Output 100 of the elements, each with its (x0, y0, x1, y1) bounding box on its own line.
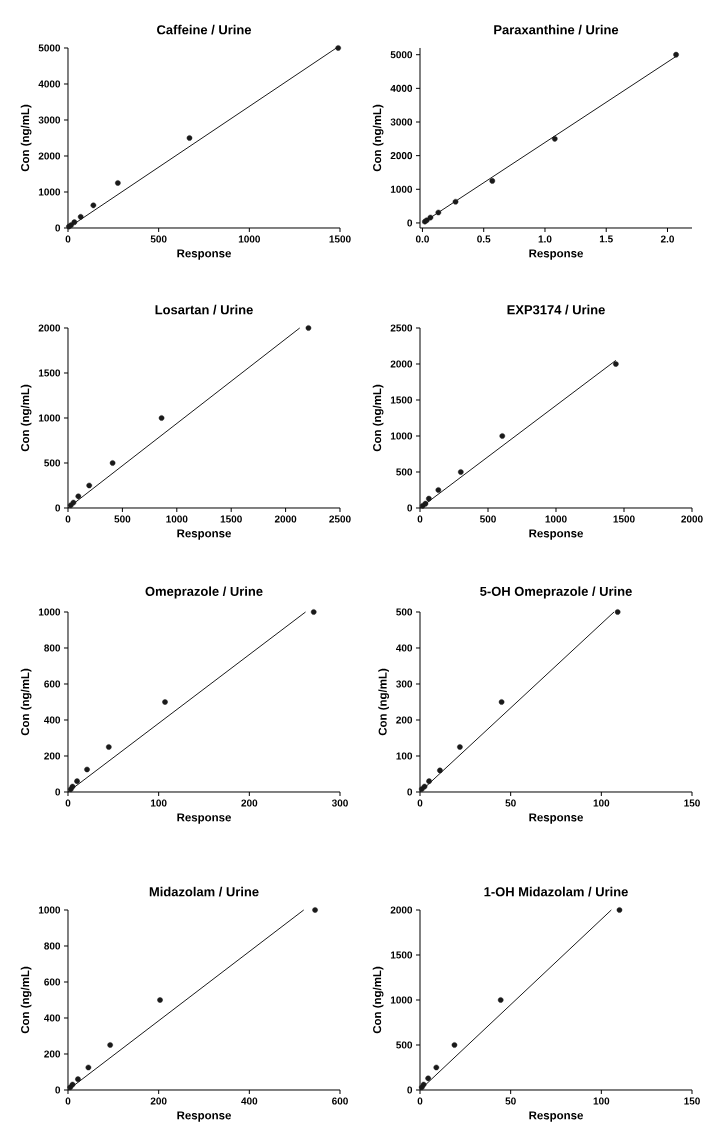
x-tick-label: 300 (331, 799, 348, 807)
y-axis-title: Con (ng/mL) (372, 384, 384, 452)
x-tick-label: 500 (114, 515, 131, 523)
x-axis-title: Response (529, 249, 583, 260)
x-tick-label: 0 (65, 1097, 71, 1105)
y-tick-label: 3000 (390, 118, 413, 126)
y-tick-label: 800 (44, 942, 61, 950)
chart-title: EXP3174 / Urine (507, 304, 605, 315)
x-tick-label: 200 (150, 1097, 167, 1105)
y-tick-label: 2000 (390, 906, 413, 914)
x-tick-label: 0.5 (477, 235, 491, 243)
x-tick-label: 0 (65, 235, 71, 243)
y-tick-label: 500 (396, 1041, 413, 1049)
y-tick-label: 0 (55, 224, 61, 232)
y-tick-label: 400 (396, 644, 413, 652)
y-tick-label: 2000 (38, 152, 61, 160)
x-tick-label: 100 (593, 799, 610, 807)
x-tick-label: 0 (417, 799, 423, 807)
y-axis-title: Con (ng/mL) (20, 668, 32, 736)
y-tick-label: 4000 (390, 84, 413, 92)
y-axis-title: Con (ng/mL) (20, 384, 32, 452)
y-tick-label: 2000 (390, 152, 413, 160)
y-tick-label: 1000 (38, 414, 61, 422)
y-axis-title: Con (ng/mL) (20, 966, 32, 1034)
y-tick-label: 0 (407, 504, 413, 512)
y-tick-label: 0 (407, 219, 413, 227)
y-tick-label: 200 (44, 752, 61, 760)
y-tick-label: 0 (407, 788, 413, 796)
y-axis-title: Con (ng/mL) (20, 104, 32, 172)
y-axis-title: Con (ng/mL) (372, 104, 384, 172)
y-tick-label: 4000 (38, 80, 61, 88)
x-axis-title: Response (529, 813, 583, 824)
y-axis-title: Con (ng/mL) (378, 668, 390, 736)
x-tick-label: 0 (65, 515, 71, 523)
chart-title: Midazolam / Urine (149, 886, 259, 897)
x-tick-label: 0 (417, 1097, 423, 1105)
y-tick-label: 0 (407, 1086, 413, 1094)
x-tick-label: 0.0 (415, 235, 429, 243)
y-tick-label: 1500 (390, 396, 413, 404)
x-tick-label: 2.0 (660, 235, 675, 243)
y-tick-label: 1000 (390, 185, 413, 193)
x-tick-label: 2500 (329, 515, 351, 523)
x-tick-label: 400 (241, 1097, 258, 1105)
x-tick-label: 1000 (166, 515, 188, 523)
x-tick-label: 150 (684, 799, 700, 807)
x-tick-label: 1.0 (538, 235, 552, 243)
y-tick-label: 0 (55, 788, 61, 796)
y-tick-label: 0 (55, 504, 61, 512)
y-tick-label: 2500 (390, 324, 413, 332)
x-tick-label: 1000 (238, 235, 261, 243)
y-tick-label: 5000 (38, 44, 61, 52)
x-axis-title: Response (529, 529, 583, 540)
x-tick-label: 2000 (274, 515, 297, 523)
y-tick-label: 600 (44, 680, 61, 688)
y-tick-label: 300 (396, 680, 413, 688)
y-tick-label: 1000 (390, 996, 413, 1004)
x-tick-label: 100 (593, 1097, 610, 1105)
y-tick-label: 400 (44, 716, 61, 724)
x-axis-title: Response (177, 813, 231, 824)
x-tick-label: 0 (65, 799, 71, 807)
chart-title: 1-OH Midazolam / Urine (484, 886, 628, 897)
chart-title: Caffeine / Urine (157, 24, 252, 35)
y-tick-label: 400 (44, 1014, 61, 1022)
y-tick-label: 1000 (38, 188, 61, 196)
y-tick-label: 1500 (390, 951, 413, 959)
x-axis-title: Response (177, 1111, 231, 1122)
x-axis-title: Response (177, 529, 231, 540)
chart-title: Losartan / Urine (155, 304, 253, 315)
y-tick-label: 800 (44, 644, 61, 652)
y-tick-label: 1000 (390, 432, 413, 440)
y-tick-label: 5000 (390, 51, 413, 59)
x-tick-label: 500 (150, 235, 167, 243)
x-tick-label: 500 (480, 515, 496, 523)
chart-title: 5-OH Omeprazole / Urine (480, 586, 632, 599)
x-tick-label: 600 (332, 1097, 348, 1105)
x-tick-label: 100 (150, 799, 167, 807)
y-tick-label: 1000 (38, 608, 61, 616)
y-tick-label: 2000 (390, 360, 413, 368)
x-tick-label: 200 (241, 799, 258, 807)
y-tick-label: 500 (44, 459, 61, 467)
y-tick-label: 600 (44, 978, 61, 986)
x-axis-title: Response (177, 249, 231, 260)
y-tick-label: 1000 (38, 906, 61, 914)
x-tick-label: 2000 (681, 515, 703, 523)
y-tick-label: 500 (396, 608, 413, 616)
chart-title: Paraxanthine / Urine (494, 24, 619, 35)
x-tick-label: 1000 (545, 515, 567, 523)
y-axis-title: Con (ng/mL) (372, 966, 384, 1034)
x-tick-label: 150 (684, 1097, 700, 1105)
y-tick-label: 0 (55, 1086, 61, 1094)
y-tick-label: 100 (396, 752, 413, 760)
chart-title: Omeprazole / Urine (145, 586, 263, 599)
y-tick-label: 3000 (38, 116, 61, 124)
x-tick-label: 1500 (220, 515, 242, 523)
x-tick-label: 50 (505, 799, 516, 807)
y-tick-label: 200 (44, 1050, 61, 1058)
y-tick-label: 200 (396, 716, 413, 724)
x-axis-title: Response (529, 1111, 583, 1122)
x-tick-label: 1500 (329, 235, 351, 243)
x-tick-label: 0 (417, 515, 423, 523)
